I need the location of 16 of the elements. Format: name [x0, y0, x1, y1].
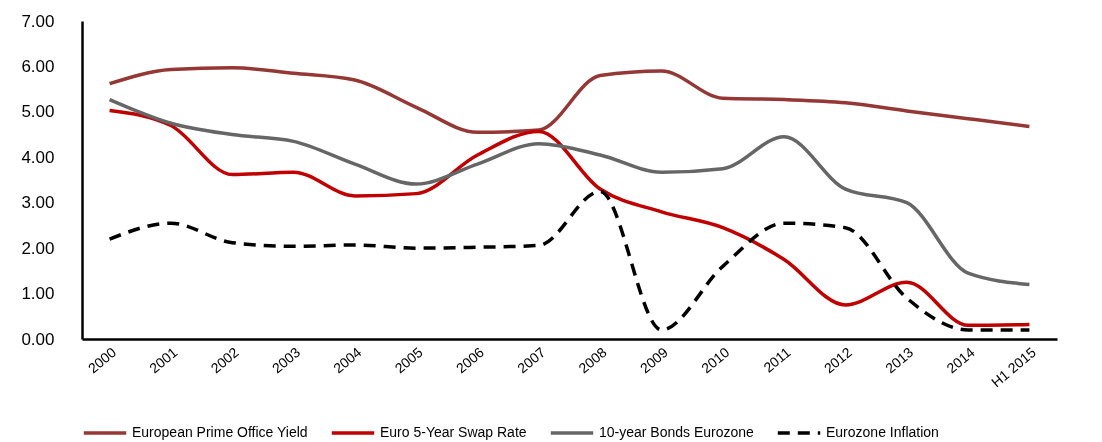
legend-label: Eurozone Inflation — [826, 424, 939, 440]
legend-label: European Prime Office Yield — [132, 424, 308, 440]
legend-label: 10-year Bonds Eurozone — [599, 424, 755, 440]
line-series — [107, 108, 1032, 328]
y-tick-label: 3.00 — [21, 193, 55, 213]
y-tick-label: 2.00 — [21, 238, 55, 258]
y-tick-label: 0.00 — [21, 329, 55, 349]
line-series — [107, 189, 1032, 332]
y-tick-label: 7.00 — [21, 11, 55, 31]
y-tick-label: 4.00 — [21, 147, 55, 167]
y-tick-label: 6.00 — [21, 56, 55, 76]
legend-label: Euro 5-Year Swap Rate — [380, 424, 527, 440]
line-series — [107, 97, 1032, 287]
y-tick-label: 1.00 — [21, 284, 55, 304]
y-tick-label: 5.00 — [21, 102, 55, 122]
line-series — [107, 66, 1032, 135]
